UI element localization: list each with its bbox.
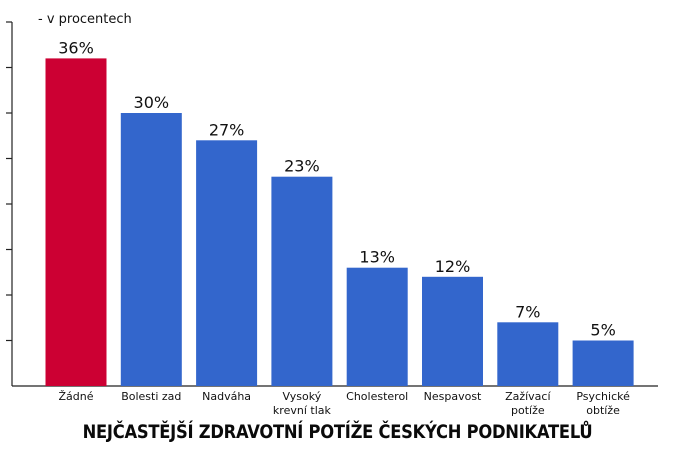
category-label: Bolesti zad: [121, 390, 181, 403]
bars: [45, 58, 634, 387]
category-label: Nespavost: [424, 390, 482, 403]
bar: [45, 58, 107, 387]
category-labels: Žádné Bolesti zad Nadváha Vysoký krevní tlak…: [59, 390, 631, 417]
value-label: 27%: [209, 120, 245, 139]
category-label: Zažívací potíže: [505, 390, 551, 417]
value-label: 7%: [515, 302, 540, 321]
value-label: 13%: [359, 248, 395, 267]
value-label: 5%: [590, 321, 615, 340]
bar: [497, 322, 559, 386]
bar: [346, 267, 408, 386]
chart-title: NEJČASTĚJŠÍ ZDRAVOTNÍ POTÍŽE ČESKÝCH POD…: [82, 421, 593, 443]
category-label: Cholesterol: [346, 390, 408, 403]
bar: [196, 140, 258, 386]
bar: [572, 340, 634, 386]
bar: [422, 276, 483, 386]
category-label: Vysoký krevní tlak: [273, 390, 332, 417]
y-ticks: [6, 21, 12, 342]
category-label: Žádné: [59, 390, 94, 403]
bar: [271, 176, 333, 386]
bar: [120, 113, 182, 386]
value-label: 36%: [58, 38, 94, 57]
category-label: Psychické obtíže: [576, 390, 630, 417]
value-labels: 36% 30% 27% 23% 13% 12% 7% 5%: [58, 38, 616, 339]
unit-label: - v procentech: [38, 12, 132, 27]
value-label: 30%: [134, 93, 170, 112]
value-label: 12%: [435, 257, 471, 276]
category-label: Nadváha: [202, 390, 251, 403]
value-label: 23%: [284, 157, 320, 176]
